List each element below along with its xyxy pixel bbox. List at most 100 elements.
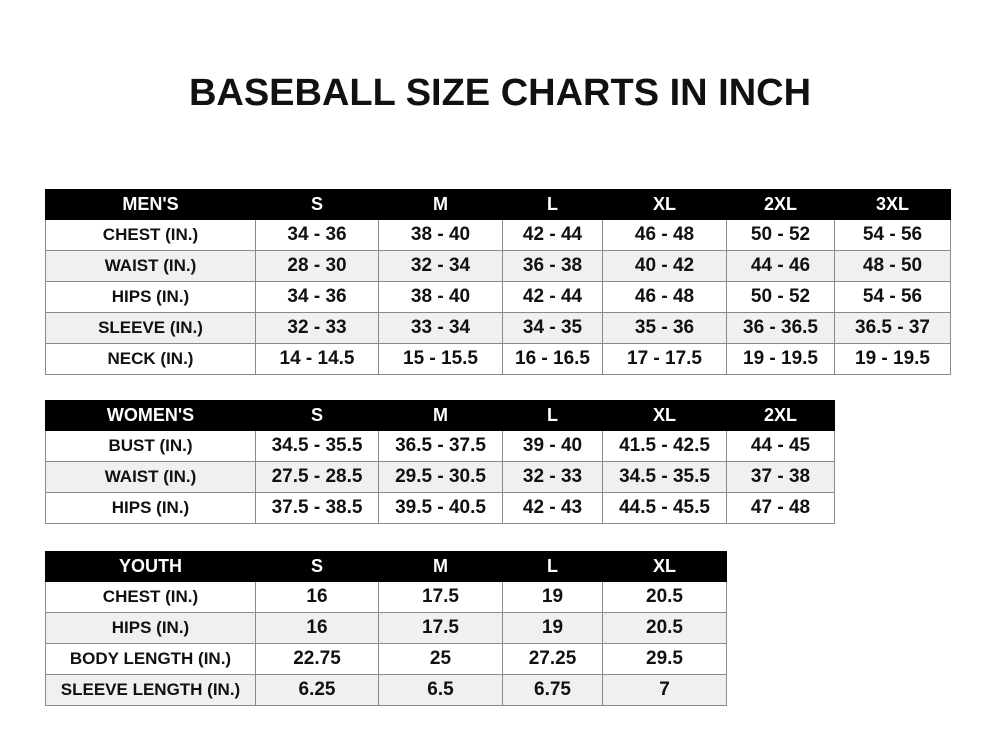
size-value-cell: 44 - 45 — [726, 430, 835, 462]
measurement-label: SLEEVE LENGTH (IN.) — [45, 674, 256, 706]
size-value-cell: 27.25 — [502, 643, 603, 675]
table-row: HIPS (IN.) 37.5 - 38.5 39.5 - 40.5 42 - 43 4… — [45, 492, 835, 524]
size-value-cell: 19 - 19.5 — [726, 343, 835, 375]
size-value-cell: 44.5 - 45.5 — [602, 492, 727, 524]
size-value-cell: 37.5 - 38.5 — [255, 492, 379, 524]
size-value-cell: 36 - 36.5 — [726, 312, 835, 344]
table-category-header: WOMEN'S — [45, 400, 256, 431]
size-value-cell: 36 - 38 — [502, 250, 603, 282]
size-column-header: M — [378, 551, 503, 582]
size-value-cell: 39.5 - 40.5 — [378, 492, 503, 524]
table-row: SLEEVE LENGTH (IN.) 6.25 6.5 6.75 7 — [45, 674, 727, 706]
size-value-cell: 34.5 - 35.5 — [602, 461, 727, 493]
size-value-cell: 16 — [255, 612, 379, 644]
size-column-header: M — [378, 400, 503, 431]
size-value-cell: 46 - 48 — [602, 281, 727, 313]
size-value-cell: 29.5 - 30.5 — [378, 461, 503, 493]
size-value-cell: 47 - 48 — [726, 492, 835, 524]
size-value-cell: 16 — [255, 581, 379, 613]
size-value-cell: 39 - 40 — [502, 430, 603, 462]
size-value-cell: 36.5 - 37.5 — [378, 430, 503, 462]
size-value-cell: 32 - 34 — [378, 250, 503, 282]
size-value-cell: 6.25 — [255, 674, 379, 706]
measurement-label: WAIST (IN.) — [45, 250, 256, 282]
measurement-label: HIPS (IN.) — [45, 281, 256, 313]
measurement-label: WAIST (IN.) — [45, 461, 256, 493]
size-value-cell: 34 - 36 — [255, 219, 379, 251]
size-column-header: XL — [602, 189, 727, 220]
size-column-header: S — [255, 400, 379, 431]
size-value-cell: 19 - 19.5 — [834, 343, 951, 375]
size-value-cell: 7 — [602, 674, 727, 706]
size-value-cell: 22.75 — [255, 643, 379, 675]
size-value-cell: 20.5 — [602, 581, 727, 613]
size-value-cell: 25 — [378, 643, 503, 675]
size-value-cell: 35 - 36 — [602, 312, 727, 344]
measurement-label: HIPS (IN.) — [45, 492, 256, 524]
size-value-cell: 34 - 36 — [255, 281, 379, 313]
size-value-cell: 36.5 - 37 — [834, 312, 951, 344]
size-value-cell: 34.5 - 35.5 — [255, 430, 379, 462]
table-row: WAIST (IN.) 28 - 30 32 - 34 36 - 38 40 - 42 4… — [45, 250, 951, 282]
size-value-cell: 40 - 42 — [602, 250, 727, 282]
table-row: BUST (IN.) 34.5 - 35.5 36.5 - 37.5 39 - 40 4… — [45, 430, 835, 462]
size-column-header: L — [502, 189, 603, 220]
size-value-cell: 50 - 52 — [726, 281, 835, 313]
size-column-header: L — [502, 400, 603, 431]
size-value-cell: 42 - 44 — [502, 281, 603, 313]
table-row: CHEST (IN.) 16 17.5 19 20.5 — [45, 581, 727, 613]
measurement-label: HIPS (IN.) — [45, 612, 256, 644]
size-column-header: S — [255, 189, 379, 220]
table-header-row: YOUTH S M L XL — [45, 551, 727, 582]
size-value-cell: 37 - 38 — [726, 461, 835, 493]
mens-size-table: MEN'S S M L XL 2XL 3XL CHEST (IN.) 34 - 36 38 - 4… — [45, 189, 951, 375]
table-row: BODY LENGTH (IN.) 22.75 25 27.25 29.5 — [45, 643, 727, 675]
size-value-cell: 32 - 33 — [502, 461, 603, 493]
size-column-header: S — [255, 551, 379, 582]
size-value-cell: 41.5 - 42.5 — [602, 430, 727, 462]
table-row: HIPS (IN.) 34 - 36 38 - 40 42 - 44 46 - 48 50… — [45, 281, 951, 313]
size-value-cell: 32 - 33 — [255, 312, 379, 344]
size-value-cell: 14 - 14.5 — [255, 343, 379, 375]
table-category-header: YOUTH — [45, 551, 256, 582]
size-value-cell: 54 - 56 — [834, 281, 951, 313]
size-value-cell: 44 - 46 — [726, 250, 835, 282]
page-title: BASEBALL SIZE CHARTS IN INCH — [188, 72, 812, 114]
size-column-header: 2XL — [726, 189, 835, 220]
womens-size-table: WOMEN'S S M L XL 2XL BUST (IN.) 34.5 - 35.5 36.5… — [45, 400, 835, 524]
size-value-cell: 17.5 — [378, 581, 503, 613]
size-value-cell: 15 - 15.5 — [378, 343, 503, 375]
table-header-row: MEN'S S M L XL 2XL 3XL — [45, 189, 951, 220]
size-column-header: XL — [602, 400, 727, 431]
table-row: HIPS (IN.) 16 17.5 19 20.5 — [45, 612, 727, 644]
size-value-cell: 28 - 30 — [255, 250, 379, 282]
size-column-header: 3XL — [834, 189, 951, 220]
size-column-header: 2XL — [726, 400, 835, 431]
size-value-cell: 17.5 — [378, 612, 503, 644]
size-value-cell: 38 - 40 — [378, 281, 503, 313]
size-value-cell: 19 — [502, 581, 603, 613]
size-value-cell: 6.5 — [378, 674, 503, 706]
size-value-cell: 27.5 - 28.5 — [255, 461, 379, 493]
measurement-label: CHEST (IN.) — [45, 581, 256, 613]
size-value-cell: 34 - 35 — [502, 312, 603, 344]
size-column-header: XL — [602, 551, 727, 582]
measurement-label: CHEST (IN.) — [45, 219, 256, 251]
table-category-header: MEN'S — [45, 189, 256, 220]
size-column-header: M — [378, 189, 503, 220]
size-value-cell: 29.5 — [602, 643, 727, 675]
table-row: NECK (IN.) 14 - 14.5 15 - 15.5 16 - 16.5 17 … — [45, 343, 951, 375]
size-value-cell: 54 - 56 — [834, 219, 951, 251]
measurement-label: BUST (IN.) — [45, 430, 256, 462]
measurement-label: SLEEVE (IN.) — [45, 312, 256, 344]
size-value-cell: 33 - 34 — [378, 312, 503, 344]
table-row: SLEEVE (IN.) 32 - 33 33 - 34 34 - 35 35 - 36… — [45, 312, 951, 344]
size-value-cell: 16 - 16.5 — [502, 343, 603, 375]
size-value-cell: 50 - 52 — [726, 219, 835, 251]
size-value-cell: 20.5 — [602, 612, 727, 644]
size-value-cell: 6.75 — [502, 674, 603, 706]
size-column-header: L — [502, 551, 603, 582]
size-value-cell: 42 - 44 — [502, 219, 603, 251]
table-header-row: WOMEN'S S M L XL 2XL — [45, 400, 835, 431]
youth-size-table: YOUTH S M L XL CHEST (IN.) 16 17.5 19 20.5 HIPS (I… — [45, 551, 727, 706]
